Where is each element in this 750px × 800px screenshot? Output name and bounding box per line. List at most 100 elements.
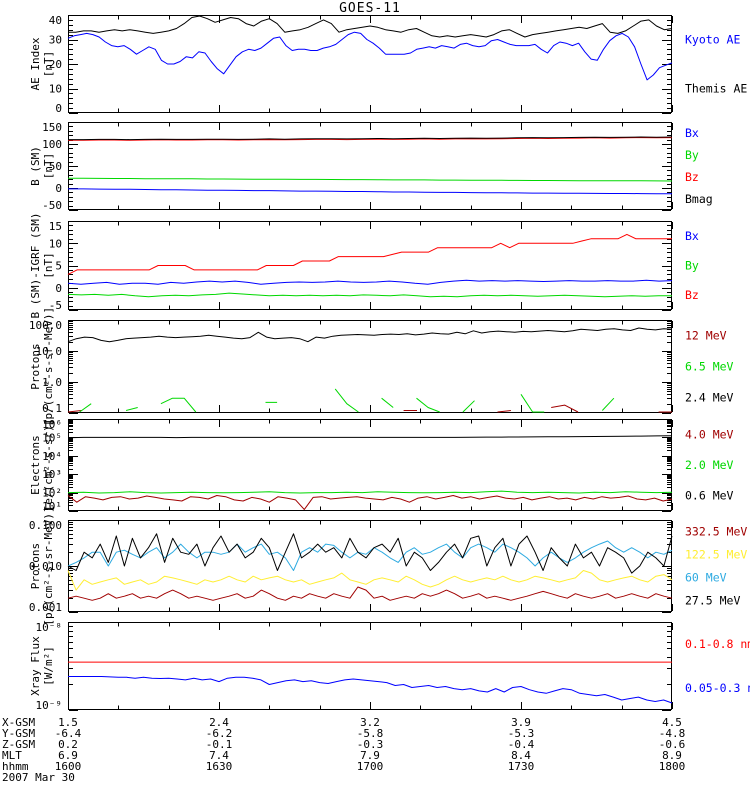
axis-value-x-gsm-1: 2.4 xyxy=(209,716,229,729)
y-tick-label: 10⁵ xyxy=(42,431,62,444)
series-line-0-6-mev xyxy=(67,435,673,439)
panel-frame xyxy=(68,122,672,210)
panel-b-sm-igrf: -5 0 5 10 15 B (SM)-IGRF (SM) [nT] Bx By Bz xyxy=(29,213,699,319)
y-tick-label: 50 xyxy=(49,160,62,173)
series-line-bx xyxy=(67,279,673,285)
y-tick-label: 10² xyxy=(42,487,62,500)
panel-protons-high: 0.001 0.010 0.100 Protons [p/(cm²-s-sr-MeV)]… xyxy=(29,506,748,625)
series-line-332-5-mev xyxy=(67,586,673,601)
y-tick-label: 150 xyxy=(42,121,62,134)
y-axis-units: [W/m²] xyxy=(42,646,55,686)
y-tick-label: 0.1 xyxy=(42,402,62,415)
legend-label-122-5-mev: 122.5 MeV xyxy=(685,548,747,562)
series-line-bz xyxy=(67,233,672,275)
panel-ae-index: 0 10 20 30 40 AE Index [nT] Kyoto AE Themis AE xyxy=(29,14,747,115)
panel-frame xyxy=(68,320,672,413)
legend-label-0-1-0-8-nm: 0.1-0.8 nm xyxy=(685,637,750,651)
axis-row-label-z-gsm: Z-GSM xyxy=(2,738,36,751)
series-line-4-0-mev xyxy=(67,495,673,510)
y-tick-label: 5 xyxy=(55,260,62,273)
legend-label-0-05-0-3-nm: 0.05-0.3 nm xyxy=(685,681,750,695)
panel-protons-low: 0.1 1.0 10.0 100.0 Protons [p/(cm²-s-sr-MeV)]… xyxy=(29,307,734,426)
series-line-27-5-mev xyxy=(67,533,673,574)
legend-label-27-5-mev: 27.5 MeV xyxy=(685,594,740,608)
panel-frame xyxy=(68,419,672,511)
y-axis-units: [p/(cm²-s-sr-MeV)] xyxy=(42,506,55,625)
series-line-2-0-mev xyxy=(67,490,673,494)
panel-frame xyxy=(68,221,672,310)
y-tick-label: 0.010 xyxy=(29,560,62,573)
series-line-by xyxy=(67,292,672,298)
axis-row-label-x-gsm: X-GSM xyxy=(2,716,36,729)
axis-value-z-gsm-4: -0.6 xyxy=(658,738,686,751)
legend-label-12-mev: 12 MeV xyxy=(685,329,727,343)
panel-frame xyxy=(68,15,672,113)
legend-label-2-0-mev: 2.0 MeV xyxy=(685,458,734,472)
y-tick-label: 10¹ xyxy=(42,500,62,513)
axis-row-label-mlt: MLT xyxy=(2,749,22,762)
axis-value-y-gsm-3: -5.3 xyxy=(507,727,535,740)
y-axis-units: [e/(cm²-s-sr)] xyxy=(42,419,55,512)
y-tick-label: 0.001 xyxy=(29,601,62,614)
series-line-2-4-mev xyxy=(67,327,673,343)
y-tick-label: 100.0 xyxy=(29,319,62,332)
y-tick-label: 10.0 xyxy=(36,345,63,358)
axis-value-mlt-1: 7.4 xyxy=(209,749,229,762)
legend-label-4-0-mev: 4.0 MeV xyxy=(685,427,734,441)
axis-value-mlt-2: 7.9 xyxy=(360,749,380,762)
axis-value-hhmm-4: 1800 xyxy=(658,760,686,773)
axis-value-z-gsm-3: -0.4 xyxy=(507,738,535,751)
series-line-122-5-mev xyxy=(67,570,673,591)
axis-value-x-gsm-0: 1.5 xyxy=(58,716,78,729)
series-line-bx xyxy=(68,188,672,195)
y-tick-label: 10⁻⁹ xyxy=(36,699,63,712)
y-tick-label: 10⁶ xyxy=(42,418,62,431)
axis-value-mlt-4: 8.9 xyxy=(662,749,682,762)
axis-value-z-gsm-1: -0.1 xyxy=(205,738,233,751)
series-line-0-05-0-3-nm xyxy=(68,676,673,704)
axis-value-y-gsm-1: -6.2 xyxy=(205,727,233,740)
y-axis-label: Protons xyxy=(29,543,42,589)
legend-label-6-5-mev: 6.5 MeV xyxy=(685,360,734,374)
axis-value-y-gsm-2: -5.8 xyxy=(356,727,384,740)
axis-value-hhmm-1: 1630 xyxy=(205,760,233,773)
y-tick-label: 10⁴ xyxy=(42,450,62,463)
axis-value-hhmm-2: 1700 xyxy=(356,760,384,773)
series-line-bz xyxy=(68,137,673,141)
legend-label-by: By xyxy=(685,148,699,162)
y-tick-label: 30 xyxy=(49,34,62,47)
y-tick-label: 0 xyxy=(55,282,62,295)
legend-label-332-5-mev: 332.5 MeV xyxy=(685,525,747,539)
series-line-bmag xyxy=(68,136,673,141)
axis-value-z-gsm-2: -0.3 xyxy=(356,738,384,751)
series-line-12-mev xyxy=(67,404,672,413)
series-line-by xyxy=(68,177,673,182)
y-tick-label: 0 xyxy=(55,102,62,115)
date-label: 2007 Mar 30 xyxy=(2,771,75,784)
y-axis-units: [nT] xyxy=(42,153,55,180)
axis-value-mlt-3: 8.4 xyxy=(511,749,531,762)
legend-label-bx: Bx xyxy=(685,126,699,140)
y-tick-label: 10⁻⁸ xyxy=(36,621,63,634)
series-line-kyoto-ae xyxy=(67,31,673,81)
y-axis-label: Electrons xyxy=(29,435,42,495)
panel-frame xyxy=(68,520,672,612)
legend-label-bz: Bz xyxy=(685,288,699,302)
series-line-60-mev xyxy=(67,540,673,571)
y-tick-label: 0 xyxy=(55,182,62,195)
legend-label-kyoto-ae: Kyoto AE xyxy=(685,33,740,47)
legend-label-bx: Bx xyxy=(685,229,699,243)
legend-label-by: By xyxy=(685,259,699,273)
legend-label-themis-ae: Themis AE xyxy=(685,82,747,96)
axis-value-x-gsm-2: 3.2 xyxy=(360,716,380,729)
axis-value-z-gsm-0: 0.2 xyxy=(58,738,78,751)
y-tick-label: 10³ xyxy=(42,468,62,481)
axis-value-x-gsm-3: 3.9 xyxy=(511,716,531,729)
page-title: GOES-11 xyxy=(339,1,401,16)
legend-label-0-6-mev: 0.6 MeV xyxy=(685,489,734,503)
y-axis-units: [nT] xyxy=(42,252,55,279)
y-axis-label: B (SM)-IGRF (SM) xyxy=(29,213,42,319)
y-axis-label: B (SM) xyxy=(29,146,42,186)
